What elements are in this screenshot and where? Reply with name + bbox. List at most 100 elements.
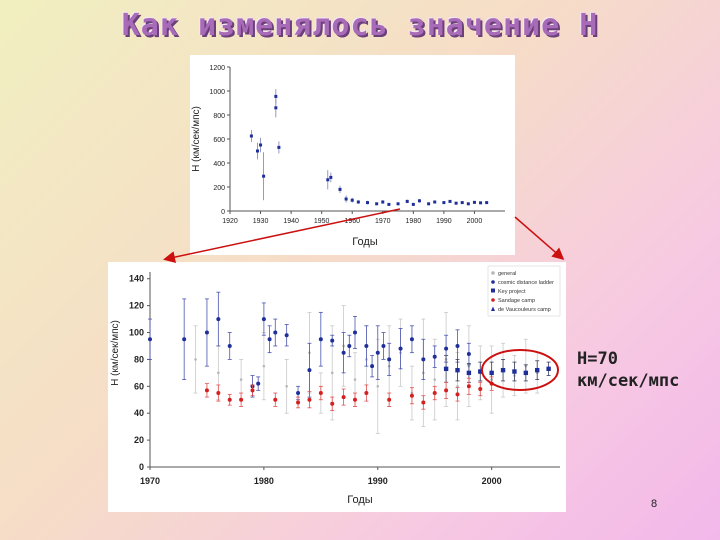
top-data-point: [259, 143, 263, 147]
bottom-data-point: [341, 395, 346, 400]
bottom-data-point: [194, 358, 197, 361]
bottom-data-point: [307, 397, 312, 402]
top-data-point: [433, 200, 437, 204]
bottom-data-point: [273, 397, 278, 402]
bottom-data-point: [387, 357, 392, 362]
bottom-data-point: [455, 367, 460, 373]
top-y-tick-label: 600: [213, 137, 225, 144]
bottom-data-point: [330, 338, 335, 343]
top-chart-frame: [190, 55, 515, 255]
bottom-x-tick-label: 2000: [482, 476, 502, 486]
bottom-chart: 0 20 40 60 80 100 120 140 1970 1980 1990 2000 gene…: [108, 262, 566, 512]
bottom-x-tick-label: 1980: [254, 476, 274, 486]
top-y-tick-label: 1000: [209, 89, 225, 96]
bottom-y-ticks: 0 20 40 60 80 100 120 140: [129, 274, 150, 472]
bottom-data-point: [318, 391, 323, 396]
legend-marker: [491, 280, 495, 284]
top-x-tick-label: 1990: [436, 218, 452, 225]
top-data-point: [396, 202, 400, 206]
bottom-x-ticks: 1970 1980 1990 2000: [140, 467, 502, 486]
bottom-data-point: [296, 400, 301, 405]
bottom-data-point: [376, 385, 380, 388]
top-data-point: [277, 145, 281, 149]
bottom-data-point: [433, 378, 437, 381]
top-data-point: [375, 202, 379, 206]
bottom-y-tick-label: 120: [129, 301, 144, 311]
top-data-point: [454, 201, 458, 205]
bottom-data-point: [239, 378, 243, 381]
top-data-point: [387, 202, 391, 206]
bottom-data-point: [330, 401, 335, 406]
top-data-point: [381, 200, 385, 204]
bottom-data-point: [273, 330, 278, 335]
bottom-data-point: [489, 370, 494, 376]
legend-marker: [491, 288, 495, 293]
bottom-data-point: [227, 397, 232, 402]
bottom-data-point: [285, 385, 288, 388]
top-x-ticks: 1920 1930 1940 1950 1960 1970 1980 1990 2000: [222, 211, 482, 225]
top-x-tick-label: 1960: [344, 218, 360, 225]
bottom-x-tick-label: 1990: [368, 476, 388, 486]
top-x-tick-label: 1950: [314, 218, 330, 225]
bottom-y-tick-label: 80: [134, 354, 144, 364]
bottom-y-tick-label: 0: [139, 462, 144, 472]
bottom-data-point: [261, 317, 266, 322]
top-data-point: [405, 199, 409, 203]
bottom-data-point: [444, 388, 449, 393]
bottom-data-point: [353, 397, 357, 402]
bottom-y-tick-label: 40: [134, 408, 144, 418]
bottom-data-point: [227, 343, 232, 348]
top-data-point: [366, 201, 369, 205]
bottom-data-point: [262, 364, 266, 368]
top-y-tick-label: 0: [221, 209, 225, 216]
bottom-data-point: [478, 387, 483, 391]
legend-label: general: [498, 271, 516, 277]
top-x-axis-label-box: [344, 233, 386, 248]
top-data-point: [344, 197, 348, 201]
bottom-data-point: [466, 352, 471, 357]
highlight-ellipse: [481, 349, 559, 391]
annotation-line1: H=70: [577, 349, 618, 369]
legend-label: de Vaucouleurs camp: [498, 307, 551, 313]
annotation-line2: км/сек/мпс: [577, 371, 680, 391]
bottom-data-point: [341, 350, 346, 355]
top-data-point: [356, 200, 360, 204]
bottom-data-point: [443, 366, 449, 372]
bottom-data-point: [330, 371, 334, 375]
top-data-point: [448, 199, 452, 203]
bottom-data-point: [204, 388, 209, 393]
top-x-tick-label: 1920: [222, 218, 238, 225]
bottom-data-point: [535, 367, 540, 373]
top-data-point: [262, 174, 266, 178]
bottom-data-point: [256, 381, 261, 386]
bottom-data-point: [478, 369, 483, 374]
bottom-data-point: [370, 364, 375, 369]
bottom-data-point: [239, 397, 244, 402]
bottom-data-point: [204, 330, 209, 335]
zoom-arrow-right: [514, 216, 565, 260]
bottom-y-tick-label: 60: [134, 381, 144, 391]
bottom-y-tick-label: 100: [129, 328, 144, 338]
bottom-x-axis-label: Годы: [347, 494, 373, 506]
bottom-legend: general cosmic distance ladder Key project…: [487, 265, 561, 317]
legend-label: Key project: [498, 289, 526, 295]
bottom-data-point: [500, 367, 506, 373]
bottom-data-point: [250, 388, 255, 393]
page-number: 8: [651, 498, 658, 510]
bottom-y-axis-label: H (км/сек/мпс): [110, 320, 121, 386]
bottom-chart-marks: [148, 291, 551, 434]
bottom-data-point: [216, 391, 221, 396]
top-x-tick-label: 1940: [283, 218, 299, 225]
bottom-data-point: [267, 337, 272, 342]
bottom-data-point: [318, 337, 323, 342]
bottom-data-point: [381, 343, 386, 348]
legend-marker: [491, 298, 495, 302]
bottom-data-point: [217, 371, 220, 375]
bottom-data-point: [512, 369, 517, 374]
bottom-data-point: [546, 366, 551, 372]
bottom-data-point: [421, 400, 426, 405]
top-y-tick-label: 200: [213, 185, 225, 192]
top-data-point: [472, 200, 476, 204]
top-y-axis-label: H (км/сек/мпс): [191, 106, 202, 172]
